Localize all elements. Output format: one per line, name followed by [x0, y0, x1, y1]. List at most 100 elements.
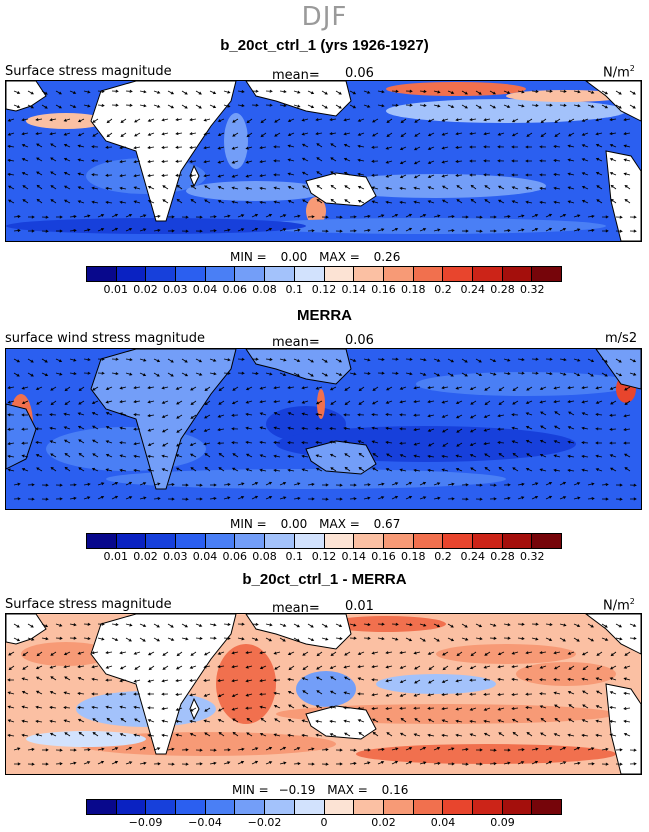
wind-vector — [147, 400, 155, 404]
wind-vector — [559, 637, 566, 642]
wind-vector — [153, 747, 161, 751]
wind-vector — [119, 146, 127, 150]
wind-vector — [371, 665, 379, 669]
wind-vector — [27, 90, 34, 95]
wind-vector — [587, 762, 595, 766]
wind-vector — [595, 427, 603, 431]
wind-vector — [321, 748, 329, 752]
colorbar-tick-label: 0.01 — [103, 550, 129, 563]
wind-vector — [63, 118, 71, 122]
wind-vector — [63, 412, 71, 416]
wind-vector — [307, 497, 315, 501]
wind-vector — [77, 718, 85, 723]
wind-vector — [55, 483, 63, 487]
wind-vector — [203, 678, 211, 682]
wind-vector — [195, 623, 203, 627]
wind-vector — [372, 118, 379, 123]
wind-vector — [413, 454, 421, 458]
wind-vector — [330, 676, 337, 681]
wind-vector — [245, 706, 253, 710]
colorbar-swatch — [265, 800, 295, 814]
wind-vector — [609, 386, 617, 390]
wind-vector — [568, 665, 575, 670]
wind-vector — [525, 439, 533, 444]
wind-vector — [554, 132, 561, 137]
panel-2-min-max: MIN = 0.00 MAX = 0.67 — [230, 517, 401, 531]
wind-vector — [83, 748, 91, 752]
wind-vector — [525, 467, 533, 472]
panel-2-variable-label: surface wind stress magnitude — [5, 331, 205, 346]
wind-vector — [456, 428, 463, 433]
wind-vector — [372, 386, 379, 391]
wind-vector — [601, 358, 608, 363]
wind-vector — [441, 733, 449, 737]
wind-vector — [223, 214, 231, 218]
wind-vector — [217, 174, 225, 178]
wind-vector — [405, 623, 413, 627]
wind-vector — [217, 693, 225, 698]
wind-vector — [405, 495, 413, 500]
wind-vector — [573, 90, 581, 94]
wind-vector — [204, 466, 211, 472]
wind-vector — [441, 386, 449, 390]
wind-vector — [167, 637, 175, 641]
wind-vector — [181, 497, 189, 501]
wind-vector — [119, 665, 127, 670]
colorbar-tick-label: 0.01 — [103, 283, 129, 296]
wind-vector — [41, 229, 49, 233]
wind-vector — [358, 466, 365, 472]
wind-vector — [316, 171, 323, 176]
wind-vector — [27, 372, 34, 377]
wind-vector — [181, 637, 189, 641]
wind-vector — [372, 400, 379, 405]
wind-vector — [475, 497, 483, 501]
wind-vector — [512, 731, 519, 737]
wind-vector — [203, 442, 211, 446]
wind-vector — [511, 200, 519, 204]
wind-vector — [69, 90, 77, 94]
wind-vector — [78, 400, 85, 405]
wind-vector — [91, 400, 99, 405]
wind-vector — [167, 497, 175, 501]
wind-vector — [181, 358, 188, 363]
wind-vector — [63, 719, 71, 723]
wind-vector — [525, 200, 533, 204]
wind-vector — [609, 705, 617, 710]
wind-vector — [162, 199, 169, 204]
wind-vector — [218, 452, 225, 458]
wind-vector — [595, 386, 603, 390]
wind-vector — [559, 761, 567, 765]
wind-vector — [517, 214, 525, 218]
wind-vector — [442, 651, 449, 656]
wind-vector — [344, 651, 351, 656]
wind-vector — [92, 118, 99, 123]
wind-vector — [419, 103, 427, 107]
wind-vector — [287, 158, 295, 162]
wind-vector — [377, 622, 385, 626]
wind-vector — [624, 453, 631, 458]
colorbar-tick-label: 0.06 — [222, 550, 248, 563]
wind-vector — [497, 199, 505, 204]
wind-vector — [469, 692, 477, 696]
wind-vector — [503, 623, 511, 627]
wind-vector — [245, 186, 253, 190]
panel-3-variable-label: Surface stress magnitude — [5, 597, 172, 612]
colorbar-swatch — [176, 800, 206, 814]
wind-vector — [377, 90, 385, 94]
wind-vector — [391, 760, 399, 765]
wind-vector — [413, 186, 421, 190]
wind-vector — [7, 454, 15, 458]
wind-vector — [609, 677, 617, 681]
wind-vector — [307, 358, 314, 363]
wind-vector — [573, 214, 581, 218]
wind-vector — [189, 145, 197, 150]
wind-vector — [217, 200, 225, 204]
wind-vector — [419, 89, 427, 93]
wind-vector — [615, 497, 623, 501]
wind-vector — [41, 104, 48, 109]
wind-vector — [218, 400, 225, 405]
wind-vector — [49, 665, 57, 669]
wind-vector — [41, 358, 48, 363]
wind-vector — [357, 118, 365, 122]
wind-vector — [335, 229, 343, 233]
